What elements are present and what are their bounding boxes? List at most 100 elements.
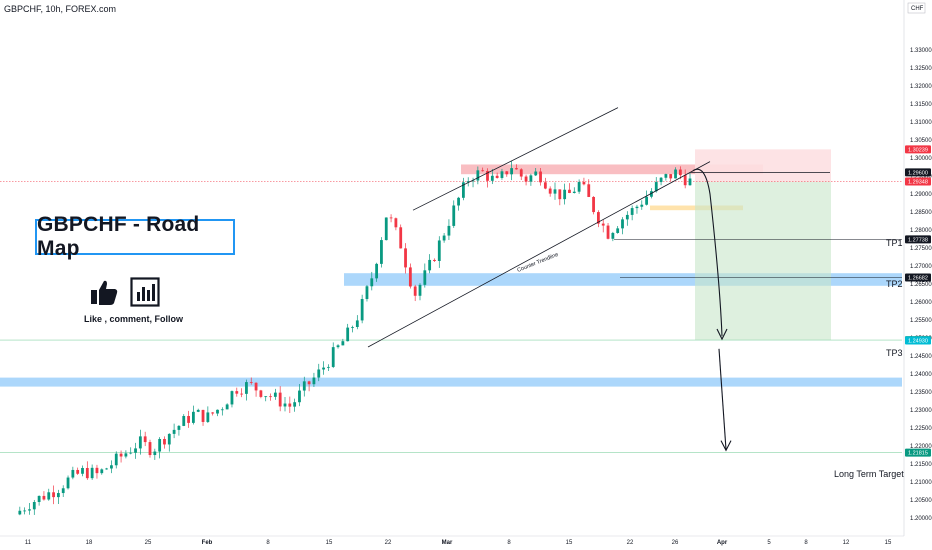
projection-arrowhead <box>716 328 728 341</box>
tp1-label: TP1 <box>886 238 903 248</box>
candle-body <box>225 404 229 410</box>
long-term-projection <box>718 348 727 450</box>
candle-body <box>601 223 605 226</box>
candle-body <box>572 191 576 193</box>
candle-body <box>355 320 359 327</box>
candle-body <box>143 436 147 443</box>
y-tick-label: 1.28500 <box>910 210 932 216</box>
candle-body <box>616 228 620 233</box>
y-tick-label: 1.32500 <box>910 66 932 72</box>
candle-body <box>23 510 27 512</box>
candle-body <box>240 393 244 395</box>
candle-body <box>269 396 272 398</box>
y-tick-label: 1.23500 <box>910 390 932 396</box>
candle-body <box>645 196 649 205</box>
x-tick-label: 18 <box>86 540 93 546</box>
candle-body <box>61 488 65 494</box>
candle-body <box>283 403 287 407</box>
candle-body <box>288 403 292 407</box>
candle-body <box>553 189 557 194</box>
price-badge <box>905 336 931 345</box>
candle-body <box>230 391 234 405</box>
x-tick-label: Apr <box>717 540 728 546</box>
y-tick-label: 1.31500 <box>910 102 932 108</box>
bar-chart-icon[interactable] <box>130 277 160 312</box>
candle-body <box>621 219 624 229</box>
candle-body <box>322 367 325 370</box>
price-badge <box>905 448 931 457</box>
candle-body <box>187 415 190 423</box>
candle-body <box>461 182 465 198</box>
candle-body <box>442 235 446 241</box>
y-tick-label: 1.20500 <box>910 498 932 504</box>
x-tick-label: 15 <box>566 540 573 546</box>
tp2-label: TP2 <box>886 279 903 289</box>
candle-body <box>587 184 591 197</box>
price-badge <box>905 168 931 177</box>
candle-body <box>100 469 104 474</box>
chart-title-box: GBPCHF - Road Map <box>35 213 235 260</box>
candle-body <box>129 452 133 454</box>
candle-body <box>56 493 60 498</box>
resistance-zone <box>461 164 763 175</box>
price-badge-label: 1.21815 <box>908 451 928 457</box>
candle-body <box>336 345 340 348</box>
candle-body <box>384 217 388 241</box>
candle-body <box>66 477 70 489</box>
x-tick-label: 12 <box>843 540 850 546</box>
price-badge <box>905 177 931 186</box>
x-tick-label: 25 <box>145 540 152 546</box>
y-tick-label: 1.26000 <box>910 300 932 306</box>
candle-body <box>312 377 316 385</box>
candle-body <box>674 169 677 179</box>
candle-body <box>182 415 186 426</box>
candle-body <box>481 170 485 172</box>
candle-body <box>163 438 166 445</box>
candle-body <box>153 451 157 456</box>
candle-body <box>216 409 219 414</box>
candle-body <box>201 409 205 422</box>
candle-body <box>534 171 538 176</box>
candle-body <box>249 382 253 383</box>
candle-body <box>683 175 687 186</box>
candle-body <box>134 448 137 453</box>
candle-body <box>167 433 171 445</box>
x-tick-label: Feb <box>202 540 213 546</box>
y-tick-label: 1.27500 <box>910 246 932 252</box>
candle-body <box>42 495 46 500</box>
candle-body <box>447 225 451 236</box>
candle-body <box>85 467 89 479</box>
candle-body <box>346 327 350 342</box>
symbol-label: GBPCHF, 10h, FOREX.com <box>4 4 117 14</box>
stop-loss-zone <box>695 149 831 182</box>
candle-body <box>404 248 407 268</box>
candle-body <box>486 170 489 181</box>
candle-body <box>28 509 31 511</box>
candle-body <box>471 180 475 182</box>
tp3-label: TP3 <box>886 348 903 358</box>
candle-body <box>32 502 36 510</box>
candle-body <box>418 284 422 296</box>
chart-title: GBPCHF - Road Map <box>37 213 200 260</box>
candle-body <box>476 170 480 181</box>
candle-body <box>105 468 109 470</box>
candle-body <box>539 171 542 183</box>
candle-body <box>254 382 258 391</box>
candle-body <box>457 197 460 206</box>
y-tick-label: 1.24500 <box>910 354 932 360</box>
thumbs-up-icon[interactable] <box>89 277 119 312</box>
candle-body <box>466 181 470 183</box>
y-tick-label: 1.23000 <box>910 408 932 414</box>
candle-body <box>158 438 162 452</box>
candle-body <box>18 510 22 515</box>
candle-body <box>563 189 567 200</box>
candle-body <box>635 206 639 209</box>
y-tick-label: 1.31000 <box>910 120 932 126</box>
candle-body <box>331 347 335 367</box>
candle-body <box>90 467 94 479</box>
price-badge <box>905 235 931 244</box>
price-badge <box>905 145 931 154</box>
candle-body <box>394 218 398 228</box>
candle-body <box>543 182 547 189</box>
